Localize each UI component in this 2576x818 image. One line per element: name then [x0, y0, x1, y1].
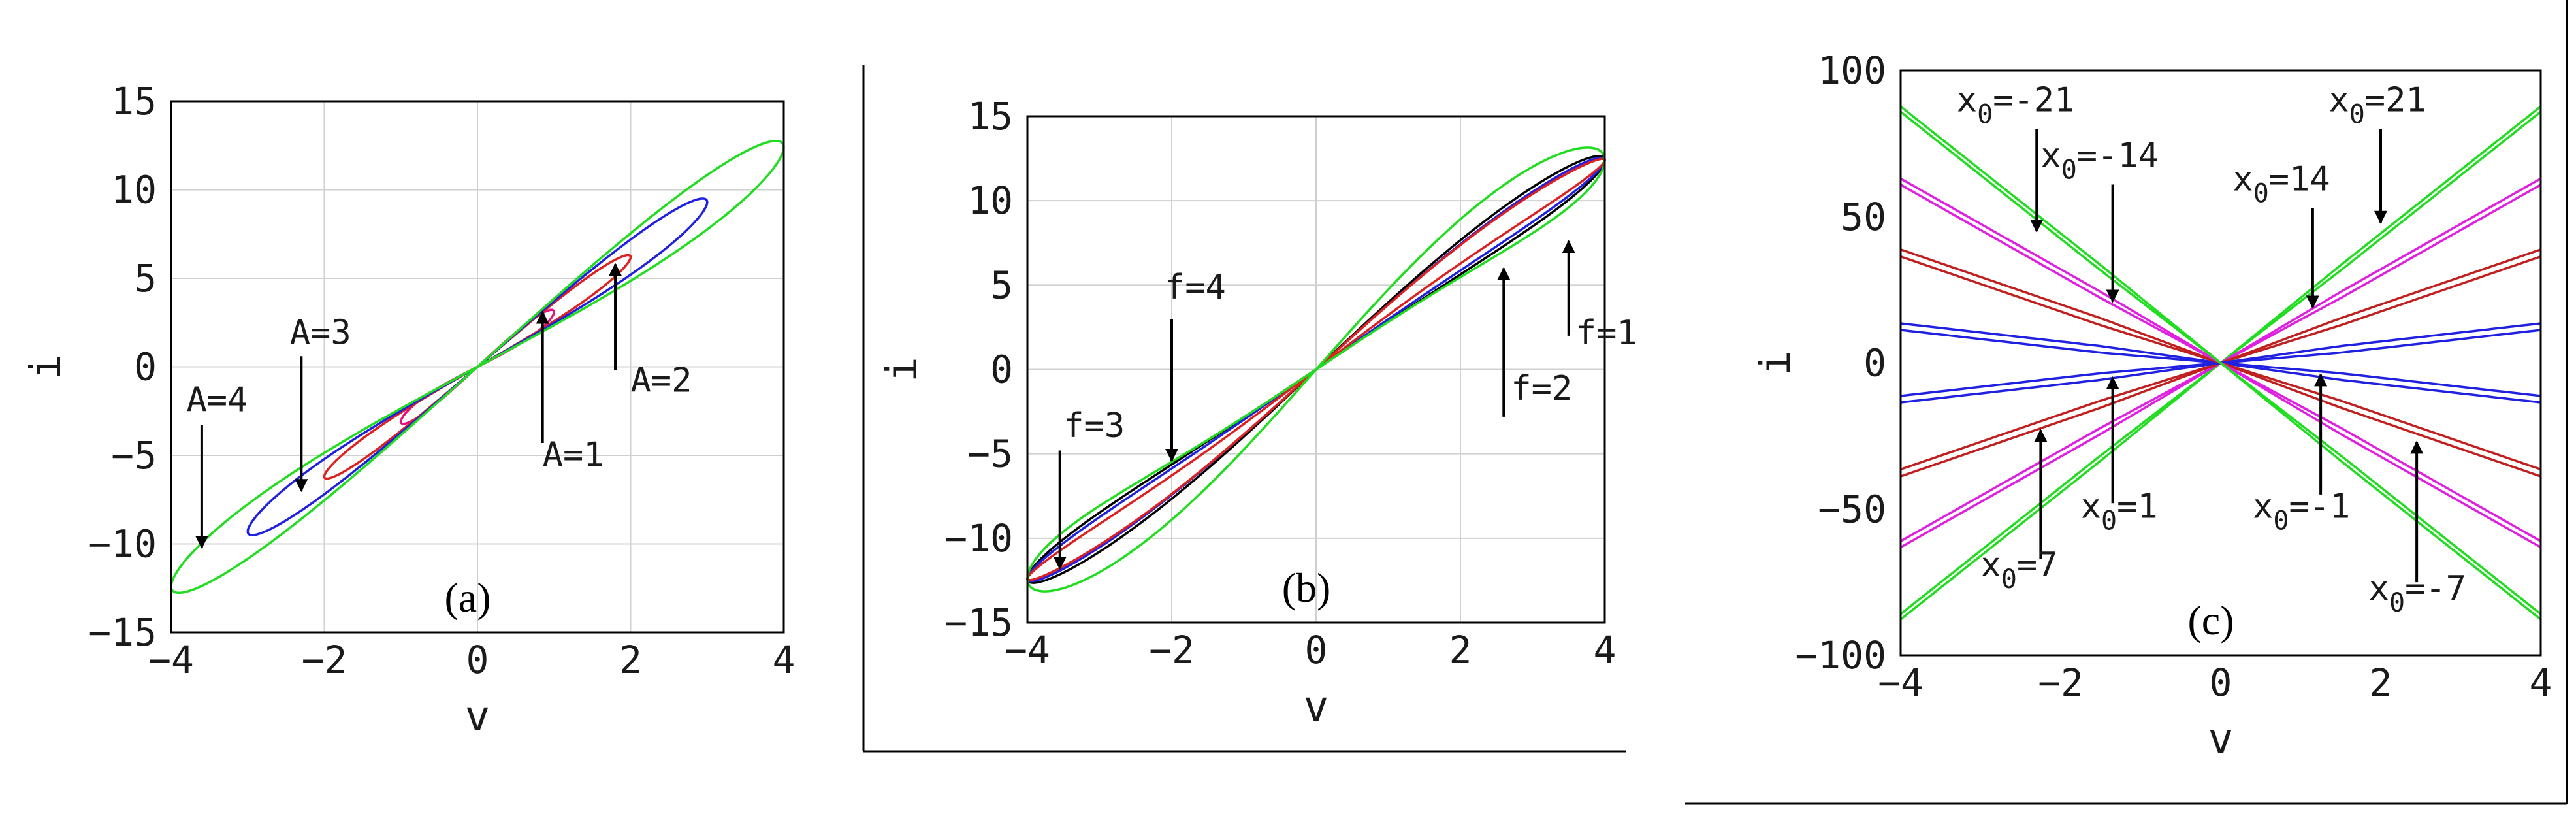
- annotation-label: x0=-14: [2040, 137, 2159, 186]
- annotation-label: x0=-21: [1957, 81, 2075, 130]
- panel-a-frame: [170, 100, 785, 634]
- annotation-label: A=4: [186, 380, 248, 419]
- y-tick-label: 5: [134, 256, 157, 301]
- x-tick-label: 2: [1449, 628, 1472, 672]
- panel-b-xlabel: v: [1304, 683, 1329, 731]
- annotation-label: x0=-7: [2369, 569, 2466, 618]
- y-tick-label: −50: [1818, 487, 1886, 531]
- annotation-label: x0=7: [1981, 546, 2058, 595]
- panel-c-ylabel: i: [1752, 350, 1800, 376]
- series-line: [1899, 105, 2542, 615]
- x-tick-label: 2: [619, 638, 642, 682]
- panel-separators: [862, 0, 2568, 805]
- y-tick-label: −5: [967, 432, 1013, 476]
- y-tick-label: 0: [134, 345, 157, 389]
- panel-c-frame: [1899, 69, 2542, 657]
- x-tick-label: 4: [1594, 628, 1617, 672]
- y-tick-label: 15: [111, 79, 157, 123]
- panel-b-xticks: −4 −2 0 2 4: [1005, 628, 1616, 672]
- panel-c-yticks: −100 −50 0 50 100: [1795, 48, 1886, 678]
- x-tick-label: −4: [1878, 661, 1924, 705]
- y-tick-label: −5: [111, 433, 157, 478]
- annotation-label: f=3: [1063, 406, 1125, 446]
- y-tick-label: 50: [1841, 195, 1886, 239]
- annotation-label: x0=21: [2328, 81, 2426, 130]
- annotation-label: f=4: [1165, 268, 1226, 307]
- annotation-label: f=2: [1511, 369, 1572, 408]
- y-tick-label: −100: [1795, 633, 1886, 678]
- x-tick-label: 0: [2210, 661, 2232, 705]
- annotation-label: A=2: [631, 361, 692, 400]
- panel-b-yticks: −15 −10 −5 0 5 10 15: [944, 94, 1013, 645]
- annotation-label: A=1: [543, 435, 604, 474]
- annotation-label: A=3: [290, 313, 351, 352]
- x-tick-label: 0: [466, 638, 489, 682]
- x-tick-label: −2: [2038, 661, 2084, 705]
- panel-c-curves: [1899, 105, 2542, 621]
- x-tick-label: 2: [2370, 661, 2392, 705]
- y-tick-label: 100: [1818, 48, 1886, 93]
- series-line: [170, 139, 785, 595]
- panel-b-ylabel: i: [878, 357, 927, 382]
- panel-c-sublabel: (c): [2187, 597, 2234, 644]
- annotation-label: x0=14: [2232, 159, 2330, 208]
- x-tick-label: −2: [1149, 628, 1195, 672]
- panel-c-xlabel: v: [2208, 715, 2234, 764]
- y-tick-label: 10: [967, 178, 1013, 223]
- panel-b-sublabel: (b): [1282, 564, 1331, 611]
- y-tick-label: 0: [990, 348, 1013, 392]
- annotation-label: x0=1: [2081, 487, 2158, 536]
- panel-b-frame: [1026, 115, 1606, 624]
- series-line: [1026, 146, 1606, 593]
- panel-b-annotations: f=4 f=3 f=2f=1: [1053, 240, 1637, 570]
- x-tick-label: −4: [1005, 628, 1050, 672]
- x-tick-label: 0: [1305, 628, 1328, 672]
- x-tick-label: 4: [773, 638, 796, 682]
- x-tick-label: −2: [302, 638, 347, 682]
- y-tick-label: −10: [944, 516, 1013, 561]
- panel-a-xlabel: v: [465, 693, 491, 741]
- panel-a-yticks: −15 −10 −5 0 5 10 15: [88, 79, 157, 655]
- x-tick-label: 4: [2530, 661, 2552, 705]
- annotation-label: f=1: [1576, 314, 1637, 353]
- panel-a-annotations: A=4 A=3 A=1 A=2: [186, 263, 692, 549]
- y-tick-label: 15: [967, 94, 1013, 139]
- panel-c-annotations: x0=-21 x0=-14 x0=21 x0=14 x0=1 x0=-1 x0=7 x0=-7: [1957, 81, 2466, 618]
- annotation-label: x0=-1: [2253, 487, 2350, 536]
- panel-a-sublabel: (a): [444, 574, 491, 621]
- panel-a-xticks: −4 −2 0 2 4: [148, 638, 795, 682]
- y-tick-label: 5: [990, 263, 1013, 307]
- y-tick-label: −15: [88, 610, 157, 655]
- y-tick-label: −10: [88, 522, 157, 566]
- panel-a-ylabel: i: [22, 354, 71, 380]
- panel-c-xticks: −4 −2 0 2 4: [1878, 661, 2552, 705]
- y-tick-label: −15: [944, 600, 1013, 645]
- y-tick-label: 10: [111, 168, 157, 212]
- y-tick-label: 0: [1863, 341, 1886, 385]
- x-tick-label: −4: [148, 638, 194, 682]
